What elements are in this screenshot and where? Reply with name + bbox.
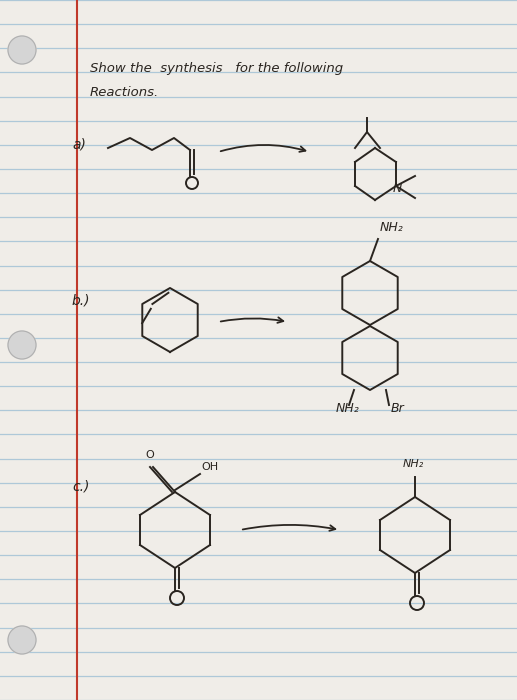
- Circle shape: [8, 36, 36, 64]
- Text: NH₂: NH₂: [403, 459, 424, 469]
- Text: OH: OH: [201, 462, 218, 472]
- Text: Reactions.: Reactions.: [90, 86, 159, 99]
- Text: O: O: [145, 450, 154, 460]
- Circle shape: [8, 626, 36, 654]
- Circle shape: [8, 331, 36, 359]
- Text: NH₂: NH₂: [380, 221, 404, 234]
- Text: b.): b.): [72, 294, 90, 308]
- Text: a): a): [72, 137, 86, 151]
- Text: Show the  synthesis   for the following: Show the synthesis for the following: [90, 62, 343, 75]
- Text: NH₂: NH₂: [336, 402, 360, 415]
- Text: Br: Br: [391, 402, 405, 415]
- Text: N: N: [393, 182, 402, 195]
- Text: c.): c.): [72, 479, 89, 493]
